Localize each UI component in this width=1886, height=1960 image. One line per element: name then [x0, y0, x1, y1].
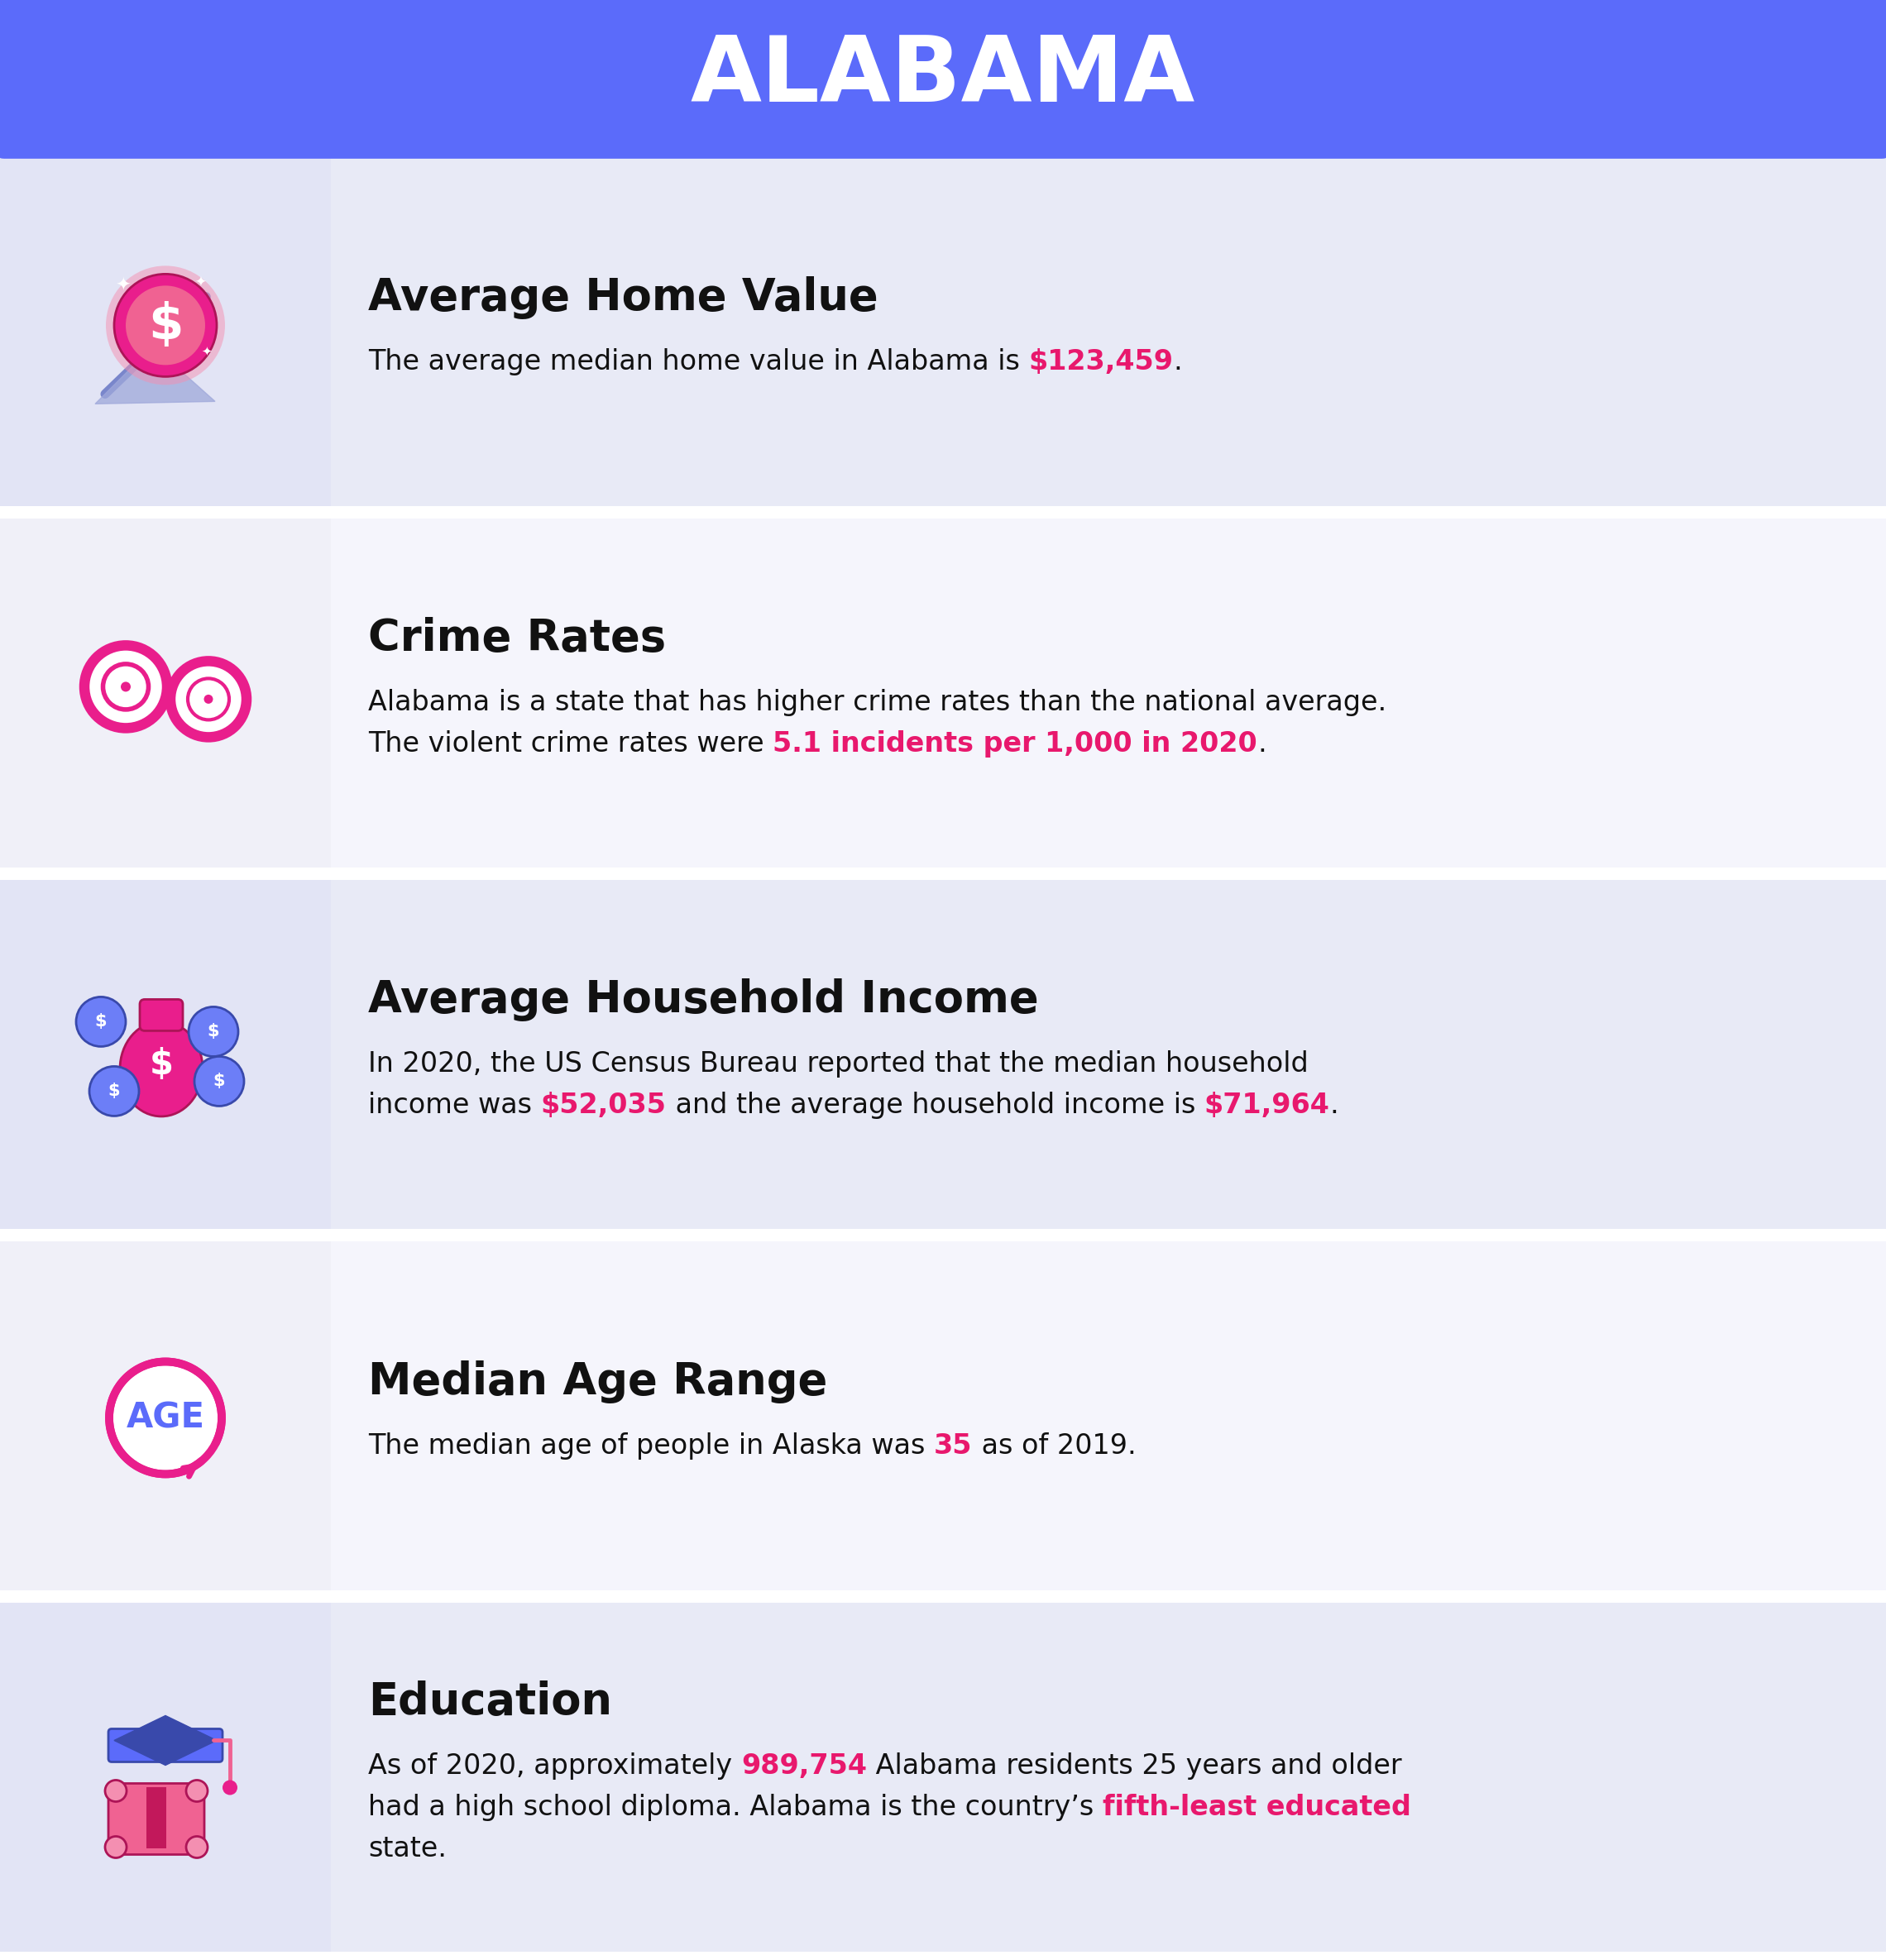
- Text: state.: state.: [368, 1835, 447, 1862]
- Text: Alabama residents 25 years and older: Alabama residents 25 years and older: [868, 1752, 1401, 1780]
- Circle shape: [104, 664, 149, 710]
- Circle shape: [106, 1780, 126, 1801]
- Text: In 2020, the US Census Bureau reported that the median household: In 2020, the US Census Bureau reported t…: [368, 1051, 1309, 1078]
- Circle shape: [170, 661, 247, 737]
- Text: $: $: [207, 1023, 219, 1041]
- Text: $: $: [213, 1072, 224, 1090]
- Text: The median age of people in Alaska was: The median age of people in Alaska was: [368, 1433, 934, 1460]
- Text: Alabama is a state that has higher crime rates than the national average.: Alabama is a state that has higher crime…: [368, 688, 1386, 715]
- Bar: [330, 157, 1886, 506]
- Circle shape: [189, 678, 228, 719]
- FancyBboxPatch shape: [174, 688, 189, 702]
- FancyBboxPatch shape: [0, 0, 1886, 159]
- Circle shape: [187, 1780, 207, 1801]
- FancyBboxPatch shape: [132, 682, 147, 696]
- FancyBboxPatch shape: [108, 1729, 223, 1762]
- Text: fifth-least educated: fifth-least educated: [1103, 1793, 1411, 1821]
- Text: Median Age Range: Median Age Range: [368, 1360, 828, 1403]
- Text: income was: income was: [368, 1092, 541, 1119]
- Circle shape: [126, 286, 206, 365]
- Text: 989,754: 989,754: [741, 1752, 868, 1780]
- Circle shape: [115, 274, 217, 376]
- Text: Crime Rates: Crime Rates: [368, 617, 666, 661]
- FancyArrowPatch shape: [106, 296, 206, 394]
- Text: as of 2019.: as of 2019.: [973, 1433, 1135, 1460]
- Circle shape: [106, 1837, 126, 1858]
- Bar: [0, 1241, 330, 1590]
- FancyBboxPatch shape: [108, 1784, 204, 1854]
- Text: The violent crime rates were: The violent crime rates were: [368, 729, 773, 757]
- FancyBboxPatch shape: [187, 690, 202, 704]
- Text: AGE: AGE: [126, 1401, 206, 1435]
- Text: $52,035: $52,035: [541, 1092, 666, 1119]
- Text: ✦: ✦: [202, 345, 211, 359]
- Text: ✦: ✦: [194, 274, 206, 290]
- Circle shape: [194, 1056, 243, 1105]
- Ellipse shape: [121, 1021, 202, 1117]
- Text: .: .: [1173, 347, 1183, 374]
- Text: $: $: [94, 1013, 108, 1029]
- Text: ALABAMA: ALABAMA: [690, 31, 1196, 122]
- Bar: [330, 1241, 1886, 1590]
- Bar: [330, 880, 1886, 1229]
- Text: and the average household income is: and the average household income is: [666, 1092, 1203, 1119]
- FancyBboxPatch shape: [117, 680, 134, 694]
- Bar: [330, 519, 1886, 868]
- Circle shape: [204, 694, 213, 704]
- Text: Education: Education: [368, 1680, 613, 1723]
- Polygon shape: [94, 347, 215, 404]
- Bar: [0, 157, 330, 506]
- Text: $: $: [147, 302, 183, 349]
- Circle shape: [189, 1007, 238, 1056]
- FancyBboxPatch shape: [140, 1000, 183, 1031]
- Text: 35: 35: [934, 1433, 973, 1460]
- Bar: [0, 519, 330, 868]
- Bar: [0, 1603, 330, 1952]
- Circle shape: [109, 1362, 223, 1474]
- Circle shape: [121, 682, 130, 692]
- Text: had a high school diploma. Alabama is the country’s: had a high school diploma. Alabama is th…: [368, 1793, 1103, 1821]
- Text: $123,459: $123,459: [1028, 347, 1173, 374]
- Circle shape: [106, 267, 224, 384]
- FancyBboxPatch shape: [145, 684, 160, 698]
- Text: $71,964: $71,964: [1203, 1092, 1330, 1119]
- Text: Average Home Value: Average Home Value: [368, 276, 879, 319]
- Bar: [147, 1788, 166, 1848]
- Circle shape: [75, 998, 126, 1047]
- Polygon shape: [115, 1715, 217, 1766]
- Text: $: $: [149, 1047, 174, 1082]
- Text: The average median home value in Alabama is: The average median home value in Alabama…: [368, 347, 1028, 374]
- Text: 5.1 incidents per 1,000 in 2020: 5.1 incidents per 1,000 in 2020: [773, 729, 1258, 757]
- Circle shape: [85, 645, 168, 727]
- Text: ✦: ✦: [115, 278, 130, 294]
- Circle shape: [223, 1780, 238, 1795]
- Circle shape: [89, 1066, 140, 1115]
- FancyBboxPatch shape: [158, 686, 175, 700]
- Text: .: .: [1258, 729, 1266, 757]
- Bar: [0, 880, 330, 1229]
- Bar: [330, 1603, 1886, 1952]
- Text: Average Household Income: Average Household Income: [368, 978, 1039, 1021]
- Text: .: .: [1330, 1092, 1339, 1119]
- Text: $: $: [108, 1084, 121, 1100]
- Text: As of 2020, approximately: As of 2020, approximately: [368, 1752, 741, 1780]
- Circle shape: [187, 1837, 207, 1858]
- FancyBboxPatch shape: [200, 694, 217, 706]
